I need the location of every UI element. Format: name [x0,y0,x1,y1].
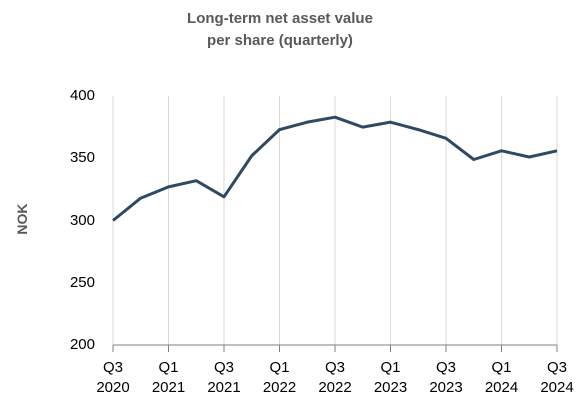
line [112,115,558,222]
x-tick-label: Q3 2023 [429,359,463,396]
x-tick-label: Q3 2024 [540,359,574,396]
y-tick-label: 300 [69,211,95,229]
y-tick-label: 350 [69,149,95,167]
y-tick-label: 400 [69,87,95,104]
x-tick-label: Q1 2024 [484,359,519,396]
x-tick-label: Q1 2022 [262,359,297,396]
x-tick-label: Q3 2022 [318,359,352,396]
y-tick-label: 200 [69,336,95,353]
x-tick-label: Q3 2020 [96,359,130,396]
y-tick-label: 250 [69,273,95,291]
chart-title: Long-term net asset value per share (qua… [187,10,373,49]
x-tick-label: Q1 2023 [373,359,408,396]
x-tick-label: Q3 2021 [207,359,241,396]
x-tick-label: Q1 2021 [151,359,186,396]
